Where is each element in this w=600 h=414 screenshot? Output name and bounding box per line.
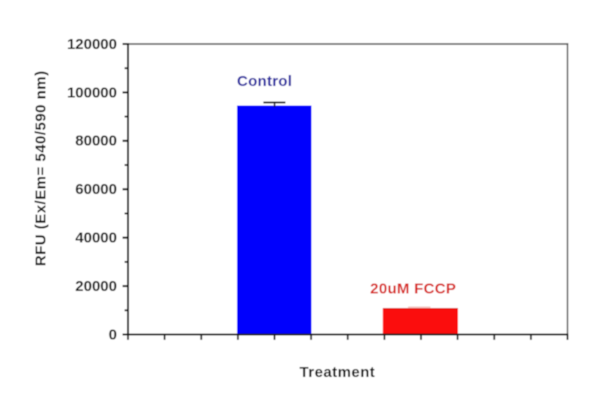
svg-text:20000: 20000 — [75, 278, 117, 295]
svg-text:RFU (Ex/Em= 540/590 nm): RFU (Ex/Em= 540/590 nm) — [32, 70, 49, 266]
svg-text:Treatment: Treatment — [300, 364, 376, 381]
svg-text:40000: 40000 — [75, 230, 117, 247]
svg-text:100000: 100000 — [67, 84, 117, 101]
svg-text:120000: 120000 — [67, 36, 117, 53]
svg-text:Control: Control — [237, 73, 292, 90]
svg-text:60000: 60000 — [75, 181, 117, 198]
svg-text:80000: 80000 — [75, 133, 117, 150]
svg-text:0: 0 — [109, 326, 117, 343]
svg-text:20uM FCCP: 20uM FCCP — [370, 280, 456, 297]
